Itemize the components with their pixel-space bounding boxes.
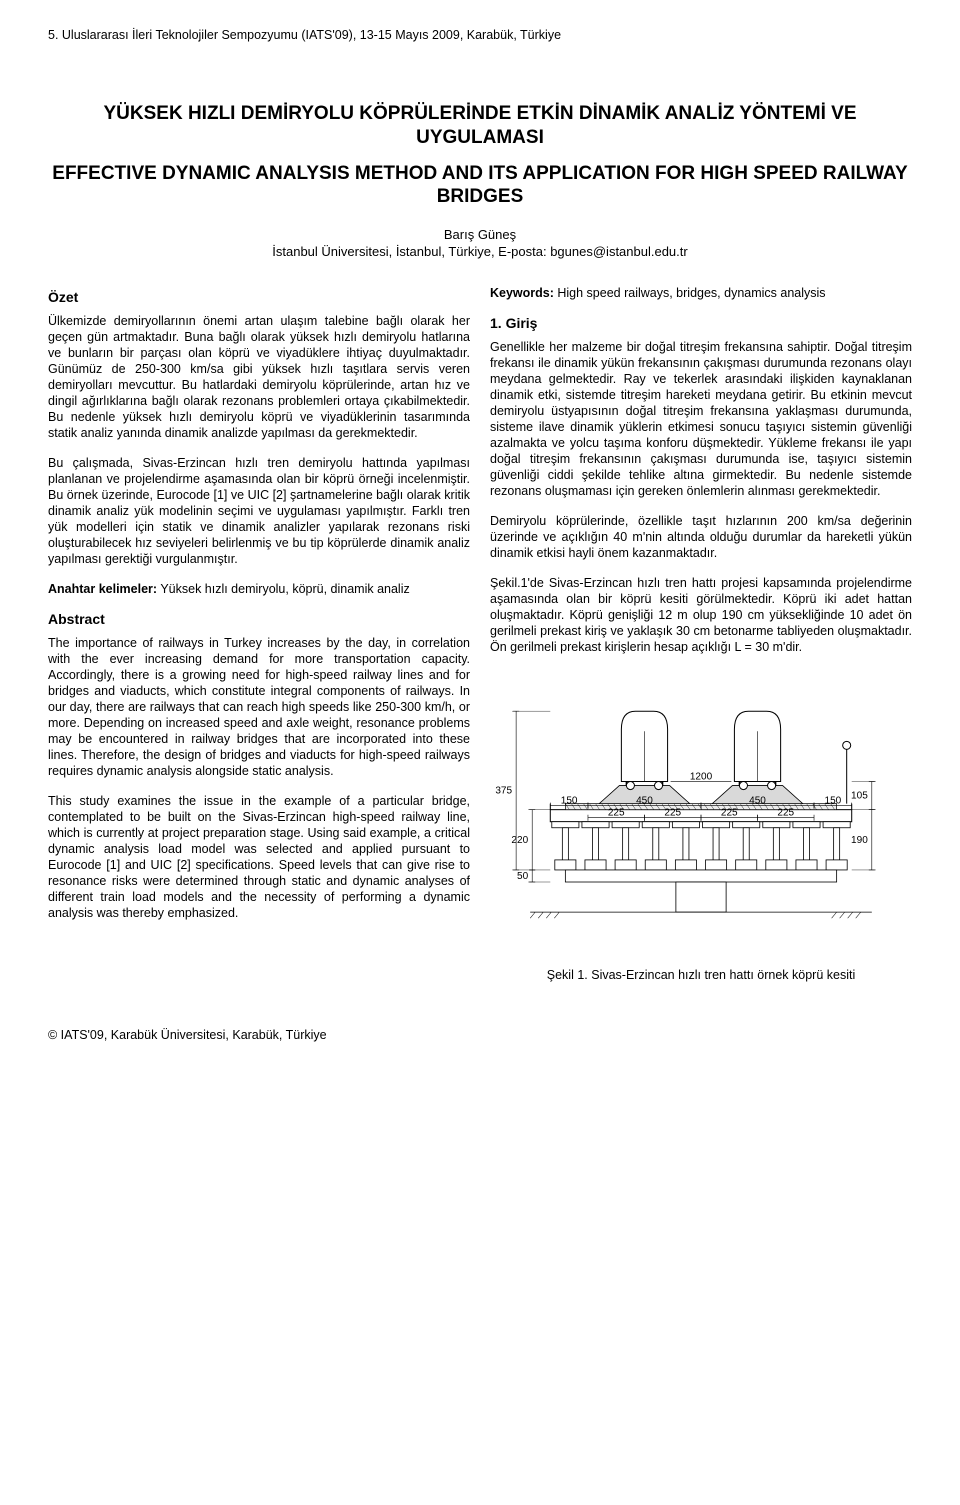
svg-text:105: 105: [851, 790, 868, 801]
abstract-paragraph-1: The importance of railways in Turkey inc…: [48, 635, 470, 779]
svg-text:225: 225: [664, 807, 681, 818]
figure-1-caption: Şekil 1. Sivas-Erzincan hızlı tren hattı…: [490, 968, 912, 982]
anahtar-label: Anahtar kelimeler:: [48, 582, 157, 596]
conference-header: 5. Uluslararası İleri Teknolojiler Sempo…: [48, 28, 912, 42]
author-name: Barış Güneş: [48, 227, 912, 244]
right-column: Keywords: High speed railways, bridges, …: [490, 285, 912, 988]
giris-paragraph-2: Demiryolu köprülerinde, özellikle taşıt …: [490, 513, 912, 561]
svg-text:450: 450: [749, 795, 766, 806]
giris-paragraph-3: Şekil.1'de Sivas-Erzincan hızlı tren hat…: [490, 575, 912, 655]
author-affiliation: İstanbul Üniversitesi, İstanbul, Türkiye…: [48, 244, 912, 261]
two-column-body: Özet Ülkemizde demiryollarının önemi art…: [48, 285, 912, 988]
svg-text:190: 190: [851, 835, 868, 846]
title-turkish: YÜKSEK HIZLI DEMİRYOLU KÖPRÜLERİNDE ETKİ…: [48, 102, 912, 150]
giris-heading: 1. Giriş: [490, 315, 912, 331]
svg-text:150: 150: [824, 795, 841, 806]
keywords-text: High speed railways, bridges, dynamics a…: [554, 286, 826, 300]
svg-text:1200: 1200: [690, 771, 713, 782]
title-block: YÜKSEK HIZLI DEMİRYOLU KÖPRÜLERİNDE ETKİ…: [48, 102, 912, 261]
abstract-paragraph-2: This study examines the issue in the exa…: [48, 793, 470, 921]
keywords-label: Keywords:: [490, 286, 554, 300]
ozet-paragraph-2: Bu çalışmada, Sivas-Erzincan hızlı tren …: [48, 455, 470, 567]
keywords: Keywords: High speed railways, bridges, …: [490, 285, 912, 301]
ozet-heading: Özet: [48, 289, 470, 305]
svg-text:150: 150: [561, 795, 578, 806]
anahtar-text: Yüksek hızlı demiryolu, köprü, dinamik a…: [157, 582, 410, 596]
svg-text:220: 220: [511, 835, 528, 846]
left-column: Özet Ülkemizde demiryollarının önemi art…: [48, 285, 470, 988]
figure-1: 150 450 450 150 225 225 225 225 1200 105 190 375 220…: [490, 669, 912, 982]
svg-text:450: 450: [636, 795, 653, 806]
svg-text:225: 225: [777, 807, 794, 818]
svg-text:50: 50: [517, 871, 529, 882]
abstract-heading: Abstract: [48, 611, 470, 627]
anahtar-kelimeler: Anahtar kelimeler: Yüksek hızlı demiryol…: [48, 581, 470, 597]
bridge-cross-section-svg: 150 450 450 150 225 225 225 225 1200 105 190 375 220…: [490, 669, 912, 960]
svg-text:225: 225: [721, 807, 738, 818]
svg-text:225: 225: [608, 807, 625, 818]
svg-text:375: 375: [495, 785, 512, 796]
ozet-paragraph-1: Ülkemizde demiryollarının önemi artan ul…: [48, 313, 470, 441]
page-footer: © IATS'09, Karabük Üniversitesi, Karabük…: [48, 1028, 912, 1042]
title-english: EFFECTIVE DYNAMIC ANALYSIS METHOD AND IT…: [48, 162, 912, 210]
giris-paragraph-1: Genellikle her malzeme bir doğal titreşi…: [490, 339, 912, 499]
